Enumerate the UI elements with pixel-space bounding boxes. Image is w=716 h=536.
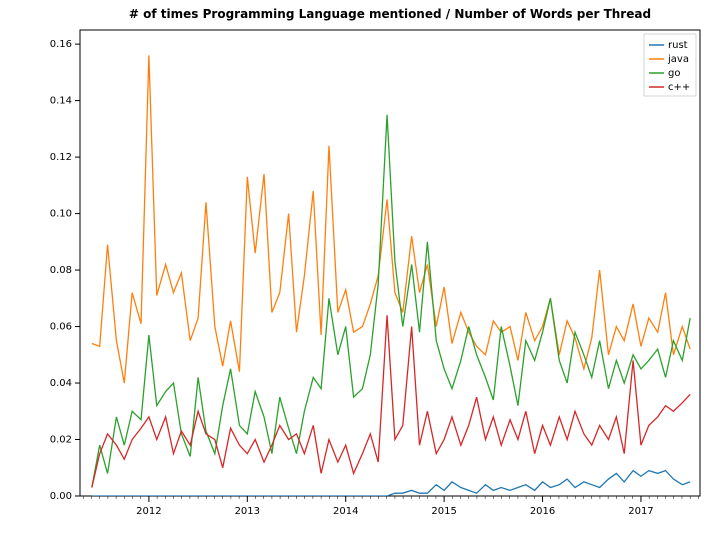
x-tick-label: 2014	[333, 506, 358, 517]
legend-label: c++	[668, 82, 690, 93]
x-tick-label: 2017	[628, 506, 653, 517]
chart-title: # of times Programming Language mentione…	[129, 7, 651, 21]
y-tick-label: 0.10	[50, 209, 72, 220]
x-tick-label: 2013	[235, 506, 260, 517]
y-tick-label: 0.08	[50, 265, 72, 276]
x-tick-label: 2015	[431, 506, 456, 517]
y-tick-label: 0.04	[50, 378, 72, 389]
y-tick-label: 0.02	[50, 435, 72, 446]
series-rust	[92, 471, 690, 496]
legend-label: go	[668, 68, 680, 79]
y-tick-label: 0.06	[50, 322, 72, 333]
y-tick-label: 0.16	[50, 39, 72, 50]
series-java	[92, 55, 690, 383]
chart-svg: # of times Programming Language mentione…	[0, 0, 716, 536]
legend-label: java	[667, 54, 689, 65]
series-c++	[92, 315, 690, 487]
plot-frame	[80, 30, 700, 496]
chart-container: # of times Programming Language mentione…	[0, 0, 716, 536]
y-tick-label: 0.00	[50, 491, 72, 502]
y-tick-label: 0.12	[50, 152, 72, 163]
y-tick-label: 0.14	[50, 96, 72, 107]
legend-label: rust	[668, 40, 688, 51]
x-tick-label: 2012	[136, 506, 161, 517]
x-tick-label: 2016	[530, 506, 555, 517]
